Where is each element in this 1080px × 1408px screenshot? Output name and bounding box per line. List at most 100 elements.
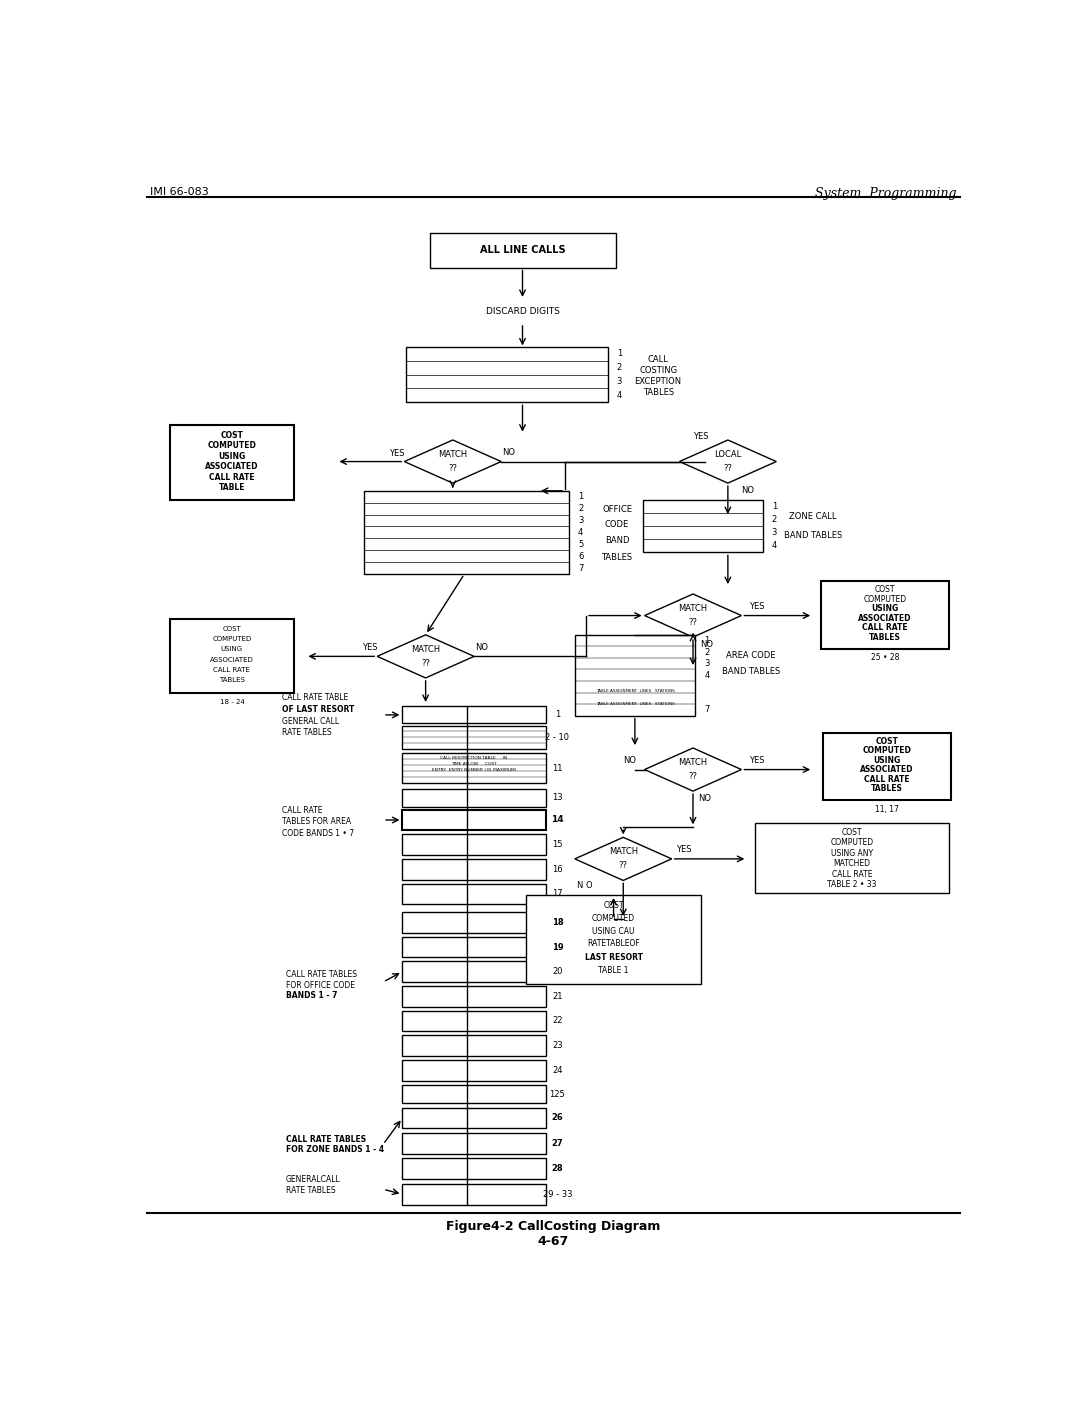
Text: 21: 21: [552, 991, 563, 1001]
Bar: [755, 824, 948, 893]
Text: 3: 3: [617, 377, 622, 386]
Text: COST: COST: [222, 627, 241, 632]
Text: ASSOCIATED: ASSOCIATED: [205, 462, 258, 472]
Bar: [403, 1133, 545, 1153]
Text: 6: 6: [578, 552, 583, 560]
Bar: [403, 912, 545, 932]
Text: 23: 23: [552, 1041, 563, 1050]
Bar: [170, 425, 294, 500]
Bar: [526, 895, 701, 984]
Text: CODE: CODE: [605, 520, 630, 528]
Text: MATCH: MATCH: [678, 758, 707, 767]
Text: 3: 3: [578, 515, 583, 525]
Text: USING: USING: [874, 756, 901, 765]
Bar: [821, 582, 948, 649]
Text: 4: 4: [578, 528, 583, 536]
Text: 14: 14: [551, 815, 564, 825]
Text: FOR OFFICE CODE: FOR OFFICE CODE: [286, 980, 355, 990]
Text: ASSOCIATED: ASSOCIATED: [210, 656, 254, 663]
Text: YES: YES: [748, 601, 765, 611]
Text: Figure4-2 CallCosting Diagram: Figure4-2 CallCosting Diagram: [446, 1219, 661, 1232]
Text: USING: USING: [220, 646, 243, 652]
Bar: [403, 936, 545, 957]
Text: 125: 125: [550, 1090, 565, 1098]
Text: 1: 1: [704, 636, 710, 645]
Text: CALL RATE: CALL RATE: [864, 774, 910, 784]
Text: YES: YES: [748, 756, 765, 765]
Text: ASSOCIATED: ASSOCIATED: [861, 766, 914, 774]
Text: TABLE: TABLE: [218, 483, 245, 493]
Bar: [403, 1060, 545, 1081]
Text: 11, 17: 11, 17: [875, 805, 899, 814]
Bar: [403, 986, 545, 1007]
Text: 4: 4: [704, 670, 710, 680]
Text: 5: 5: [578, 539, 583, 549]
Text: COMPUTED: COMPUTED: [863, 746, 912, 756]
Text: COMPUTED: COMPUTED: [592, 914, 635, 922]
Text: CODE BANDS 1 • 7: CODE BANDS 1 • 7: [282, 828, 354, 838]
Bar: [403, 1159, 545, 1180]
Text: CALL RATE: CALL RATE: [282, 807, 323, 815]
Bar: [403, 884, 545, 904]
Text: USING CAU: USING CAU: [592, 926, 635, 936]
Text: NO: NO: [698, 794, 711, 803]
Text: RATE TABLES: RATE TABLES: [282, 728, 332, 738]
Bar: [823, 732, 951, 800]
Text: COSTING: COSTING: [639, 366, 677, 375]
Text: TABLE ASSIGNMENT  LINES   STATIONS: TABLE ASSIGNMENT LINES STATIONS: [596, 690, 675, 693]
Polygon shape: [377, 635, 474, 677]
Text: 3: 3: [704, 659, 710, 669]
Text: ??: ??: [689, 618, 698, 627]
Text: CALL: CALL: [648, 355, 669, 363]
Text: YES: YES: [362, 642, 378, 652]
Text: ENTRY  ENTRY NUMBER (35 MAXIMUM): ENTRY ENTRY NUMBER (35 MAXIMUM): [432, 767, 516, 772]
Text: ASSOCIATED: ASSOCIATED: [859, 614, 912, 622]
Bar: [403, 1108, 545, 1128]
Text: TIME ALLOW     COST: TIME ALLOW COST: [451, 762, 497, 766]
Text: 27: 27: [552, 1139, 563, 1148]
Polygon shape: [404, 441, 501, 483]
Text: GENERAL CALL: GENERAL CALL: [282, 717, 339, 725]
Text: 22: 22: [552, 1017, 563, 1025]
Text: BAND TABLES: BAND TABLES: [784, 531, 842, 541]
Text: COST: COST: [876, 736, 899, 746]
Text: 29 - 33: 29 - 33: [542, 1190, 572, 1198]
Bar: [403, 859, 545, 880]
Text: MATCH: MATCH: [411, 645, 441, 653]
Text: COMPUTED: COMPUTED: [207, 441, 256, 451]
Text: System  Programming: System Programming: [815, 187, 957, 200]
Text: TABLE 1: TABLE 1: [598, 966, 629, 974]
Polygon shape: [645, 748, 742, 791]
Text: 17: 17: [552, 890, 563, 898]
Text: DISCARD DIGITS: DISCARD DIGITS: [486, 307, 559, 315]
Text: COMPUTED: COMPUTED: [831, 838, 874, 848]
Bar: [403, 707, 545, 724]
Text: FOR ZONE BANDS 1 - 4: FOR ZONE BANDS 1 - 4: [286, 1146, 384, 1155]
Text: 1: 1: [617, 349, 622, 358]
Text: ALL LINE CALLS: ALL LINE CALLS: [480, 245, 565, 255]
Text: 13: 13: [552, 793, 563, 803]
Text: BANDS 1 - 7: BANDS 1 - 7: [286, 991, 338, 1001]
Text: 4-67: 4-67: [538, 1235, 569, 1247]
Polygon shape: [679, 441, 777, 483]
Text: COST: COST: [220, 431, 243, 439]
Bar: [403, 834, 545, 855]
Bar: [364, 491, 569, 574]
Bar: [406, 346, 608, 403]
Text: 1: 1: [555, 711, 561, 719]
Text: CALL RATE: CALL RATE: [832, 870, 873, 879]
Text: TABLES: TABLES: [872, 784, 903, 793]
Text: CALL RATE TABLES: CALL RATE TABLES: [286, 970, 357, 979]
Text: 2: 2: [617, 363, 622, 372]
Text: CALL RATE TABLES: CALL RATE TABLES: [286, 1135, 366, 1143]
Polygon shape: [645, 594, 742, 636]
Bar: [403, 811, 545, 829]
Text: BAND TABLES: BAND TABLES: [723, 667, 780, 676]
Text: 18: 18: [552, 918, 563, 926]
Text: 2 - 10: 2 - 10: [545, 732, 569, 742]
Text: LAST RESORT: LAST RESORT: [584, 953, 643, 962]
Text: 2: 2: [578, 504, 583, 513]
Text: NO: NO: [701, 639, 714, 649]
Text: YES: YES: [693, 432, 708, 441]
Text: CALL RATE: CALL RATE: [214, 667, 251, 673]
